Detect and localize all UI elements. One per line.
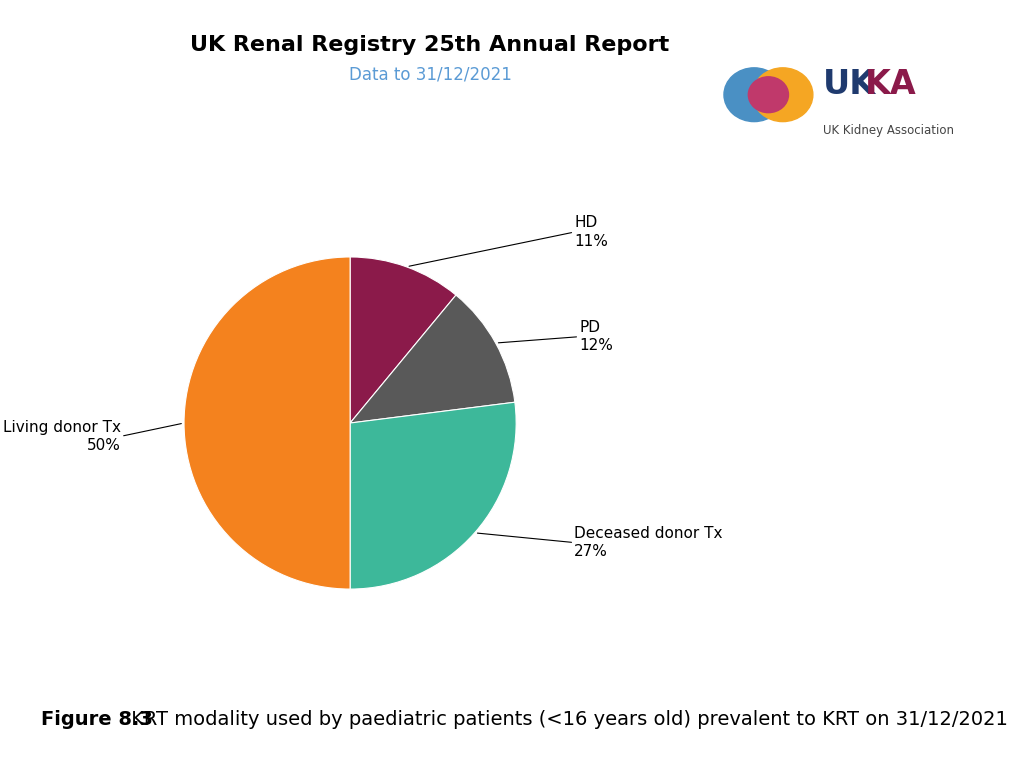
Text: Data to 31/12/2021: Data to 31/12/2021 [348,65,512,83]
Text: KRT modality used by paediatric patients (<16 years old) prevalent to KRT on 31/: KRT modality used by paediatric patients… [125,710,1008,730]
Wedge shape [350,295,515,423]
Wedge shape [350,402,516,589]
Wedge shape [184,257,350,589]
Text: KA: KA [864,68,916,101]
Text: Deceased donor Tx
27%: Deceased donor Tx 27% [574,526,723,559]
Text: UK: UK [823,68,876,101]
Circle shape [724,68,784,121]
Text: Figure 8.3: Figure 8.3 [41,710,153,730]
Wedge shape [350,257,456,423]
Text: Living donor Tx
50%: Living donor Tx 50% [3,419,121,453]
Text: HD
11%: HD 11% [574,215,608,249]
Circle shape [753,68,813,121]
Circle shape [749,77,788,113]
Text: UK Kidney Association: UK Kidney Association [823,124,954,137]
Text: PD
12%: PD 12% [580,320,613,353]
Text: UK Renal Registry 25th Annual Report: UK Renal Registry 25th Annual Report [190,35,670,55]
